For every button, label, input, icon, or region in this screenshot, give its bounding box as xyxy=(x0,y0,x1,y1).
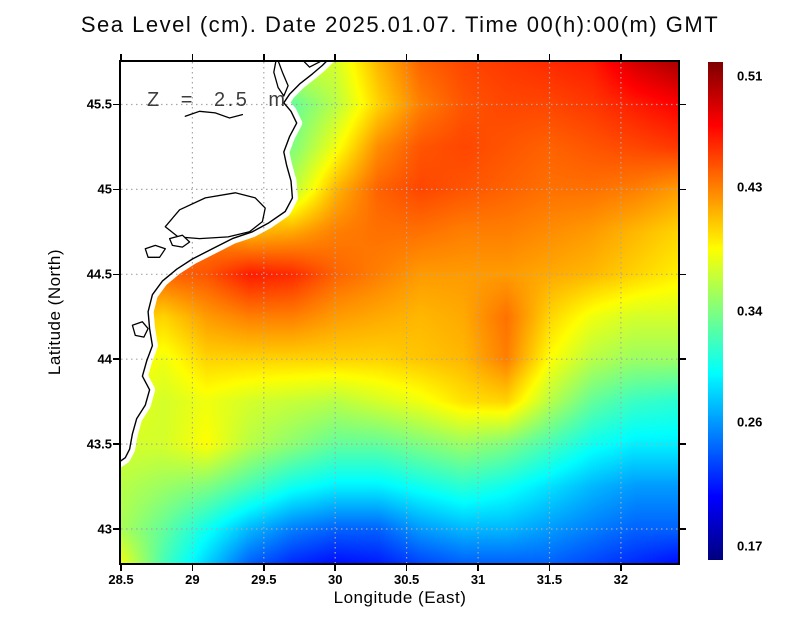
chart-title: Sea Level (cm). Date 2025.01.07. Time 00… xyxy=(80,12,720,37)
x-tick-mark-top xyxy=(620,54,622,60)
x-tick-mark-top xyxy=(263,54,265,60)
x-tick-mark xyxy=(548,565,551,571)
colorbar-tick-label: 0.26 xyxy=(737,414,763,430)
y-axis-title: Latitude (North) xyxy=(45,248,64,376)
y-tick-label: 44 xyxy=(97,351,112,367)
y-tick-mark-right xyxy=(680,103,686,106)
plot-area xyxy=(119,60,680,565)
y-tick-label: 43.5 xyxy=(86,436,112,452)
x-tick-label: 30 xyxy=(327,572,343,587)
x-tick-mark xyxy=(405,565,408,571)
y-tick-mark xyxy=(113,358,119,360)
x-tick-mark xyxy=(477,565,479,571)
x-tick-mark-top xyxy=(477,54,479,60)
y-tick-mark xyxy=(113,273,119,276)
x-tick-mark-top xyxy=(191,54,194,60)
y-tick-mark-right xyxy=(680,273,686,276)
y-tick-mark-right xyxy=(680,358,686,360)
y-tick-label: 43 xyxy=(97,521,112,537)
y-tick-mark-right xyxy=(680,443,686,445)
colorbar-tick-label: 0.34 xyxy=(737,303,763,319)
x-tick-mark-top xyxy=(120,54,122,60)
y-tick-mark xyxy=(113,443,119,445)
y-tick-mark-right xyxy=(680,188,686,191)
x-tick-mark xyxy=(120,565,122,571)
x-tick-mark-top xyxy=(334,54,336,60)
x-tick-label: 29 xyxy=(185,572,200,587)
colorbar xyxy=(708,62,723,560)
sea-level-heatmap-canvas xyxy=(121,62,678,563)
y-tick-mark xyxy=(113,528,119,530)
x-tick-label: 31 xyxy=(470,572,486,587)
y-tick-label: 45 xyxy=(97,181,112,197)
y-tick-mark xyxy=(113,188,119,191)
y-tick-label: 44.5 xyxy=(86,266,112,282)
x-tick-label: 29.5 xyxy=(251,572,277,587)
depth-annotation: Z = 2.5 m xyxy=(147,89,288,111)
x-tick-label: 28.5 xyxy=(108,572,134,587)
x-tick-mark xyxy=(263,565,265,571)
y-tick-mark xyxy=(113,103,119,106)
x-tick-label: 30.5 xyxy=(393,572,420,587)
colorbar-tick-label: 0.51 xyxy=(737,68,763,84)
x-tick-mark-top xyxy=(548,54,551,60)
x-tick-mark xyxy=(620,565,622,571)
x-axis-title: Longitude (East) xyxy=(333,588,467,607)
x-tick-mark xyxy=(334,565,336,571)
y-tick-mark-right xyxy=(680,528,686,530)
colorbar-tick-label: 0.17 xyxy=(737,538,763,554)
x-tick-label: 32 xyxy=(613,572,629,587)
y-tick-label: 45.5 xyxy=(86,96,112,112)
colorbar-tick-label: 0.43 xyxy=(737,179,763,194)
x-tick-mark-top xyxy=(405,54,408,60)
x-tick-label: 31.5 xyxy=(536,572,563,587)
x-tick-mark xyxy=(191,565,194,571)
